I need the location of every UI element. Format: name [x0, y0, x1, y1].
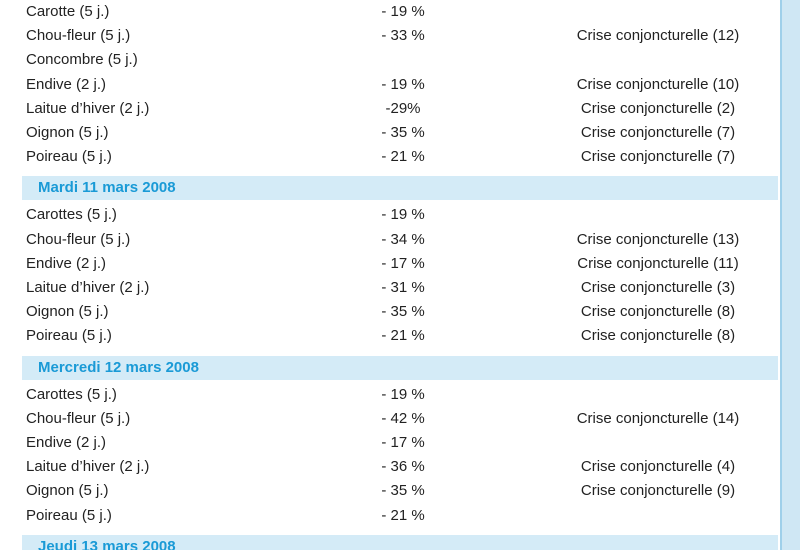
change: - 19 % [381, 75, 425, 93]
page-edge [780, 0, 800, 550]
date-band [22, 176, 778, 201]
product: Concombre (5 j.) [26, 51, 138, 69]
date-heading: Jeudi 13 mars 2008 [38, 537, 176, 550]
product: Laitue d’hiver (2 j.) [26, 279, 150, 296]
change: - 17 % [381, 254, 425, 272]
status: Crise conjoncturelle (11) [577, 254, 739, 272]
status: Crise conjoncturelle (4) [580, 458, 736, 476]
change: - 17 % [381, 434, 425, 451]
change: - 35 % [381, 482, 425, 500]
date-band [22, 355, 778, 380]
status: Crise conjoncturelle (7) [580, 148, 736, 166]
product: Poireau (5 j.) [26, 148, 112, 166]
product: Chou-fleur (5 j.) [26, 409, 131, 427]
product: Oignon (5 j.) [26, 303, 109, 321]
date-heading: Mardi 11 mars 2008 [38, 179, 176, 197]
product: Poireau (5 j.) [26, 506, 112, 524]
status: Crise conjoncturelle (2) [580, 99, 736, 117]
change: -29% [385, 99, 421, 117]
status: Crise conjoncturelle (10) [576, 75, 740, 93]
change: - 34 % [381, 230, 425, 248]
product: Endive (2 j.) [26, 75, 107, 93]
change: - 21 % [381, 148, 425, 166]
change: - 19 % [381, 385, 425, 403]
change: - 21 % [381, 327, 425, 345]
change: - 42 % [381, 409, 425, 427]
status: Crise conjoncturelle (3) [580, 279, 736, 296]
status: Crise conjoncturelle (14) [576, 409, 740, 427]
change: - 35 % [381, 303, 425, 321]
product: Endive (2 j.) [26, 254, 107, 272]
product: Chou-fleur (5 j.) [26, 27, 131, 45]
status: Crise conjoncturelle (9) [580, 482, 736, 500]
status: Crise conjoncturelle (7) [580, 124, 736, 141]
status: Crise conjoncturelle (13) [576, 230, 740, 248]
change: - 19 % [381, 206, 425, 224]
change: - 35 % [381, 124, 425, 141]
product: Endive (2 j.) [26, 434, 107, 451]
product: Laitue d’hiver (2 j.) [26, 458, 150, 476]
date-heading: Mercredi 12 mars 2008 [38, 358, 199, 376]
date-band [22, 534, 778, 550]
product: Oignon (5 j.) [26, 124, 109, 141]
product: Laitue d’hiver (2 j.) [26, 99, 150, 117]
change: - 36 % [381, 458, 425, 476]
product: Chou-fleur (5 j.) [26, 230, 131, 248]
status: Crise conjoncturelle (12) [576, 27, 740, 45]
product: Carottes (5 j.) [26, 385, 117, 403]
product: Carottes (5 j.) [26, 206, 117, 224]
change: - 33 % [381, 27, 425, 45]
status: Crise conjoncturelle (8) [580, 327, 736, 345]
product: Oignon (5 j.) [26, 482, 109, 500]
change: - 31 % [381, 279, 425, 296]
product: Carotte (5 j.) [26, 3, 110, 20]
change: - 21 % [381, 506, 425, 524]
product: Poireau (5 j.) [26, 327, 112, 345]
status: Crise conjoncturelle (8) [580, 303, 736, 321]
change: - 19 % [381, 3, 425, 20]
